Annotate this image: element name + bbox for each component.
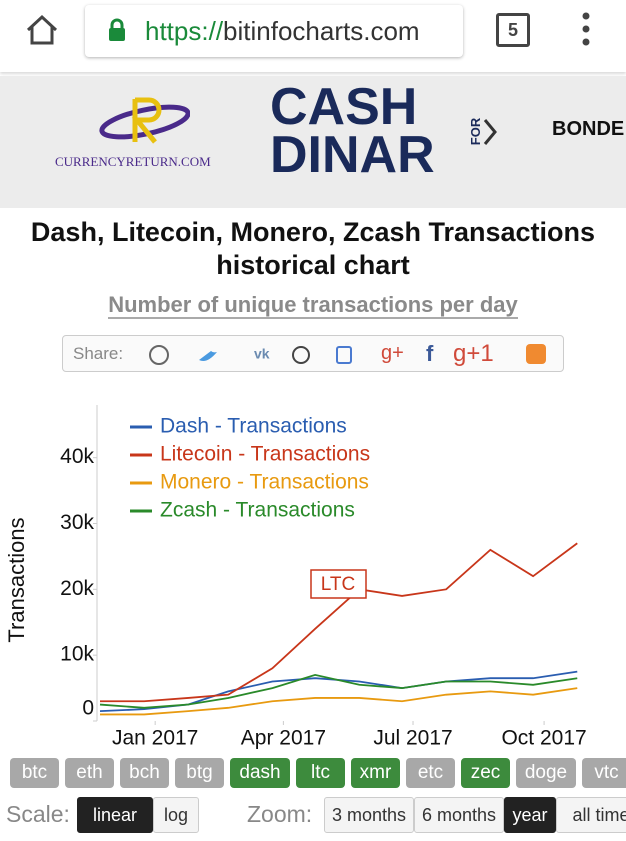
opt-button[interactable]: 3 months <box>324 797 414 833</box>
lock-icon <box>109 18 125 41</box>
y-tick-label: 20k <box>60 577 94 600</box>
share-label: Share: <box>73 344 124 363</box>
tab-count[interactable]: 5 <box>496 13 530 47</box>
url-host: bitinfocharts.com <box>223 16 420 46</box>
share-glyph[interactable]: f <box>426 341 434 366</box>
home-icon[interactable] <box>22 10 62 50</box>
svg-text:vk: vk <box>254 346 270 362</box>
y-tick-label: 10k <box>60 643 94 666</box>
share-glyph[interactable]: g+ <box>381 342 404 364</box>
browser-bar: https://bitinfocharts.com 5 <box>0 0 626 72</box>
subtitle-text: Number of unique transactions per day <box>108 292 518 319</box>
opt-button[interactable]: year <box>504 797 556 833</box>
ad-banner[interactable]: CURRENCYRETURN.COM CASH DINAR FOR BONDE <box>0 76 626 208</box>
ad-logo <box>99 97 190 144</box>
legend-label: Dash - Transactions <box>160 415 347 438</box>
ad-headline: DINAR <box>270 126 435 184</box>
y-tick-label: 30k <box>60 511 94 534</box>
series-line <box>99 673 578 709</box>
x-tick-label: Oct 2017 <box>501 727 586 750</box>
url-box[interactable]: https://bitinfocharts.com <box>85 5 463 57</box>
coin-button[interactable]: zec <box>461 758 510 788</box>
opt-button[interactable]: 6 months <box>414 797 504 833</box>
scale-label: Scale: <box>6 801 70 827</box>
zoom-label: Zoom: <box>247 801 313 827</box>
coin-button[interactable]: doge <box>516 758 576 788</box>
legend-label: Zcash - Transactions <box>160 499 355 522</box>
x-tick-label: Jan 2017 <box>112 727 198 750</box>
y-tick-label: 40k <box>60 445 94 468</box>
page-title: Dash, Litecoin, Monero, Zcash Transactio… <box>30 217 596 280</box>
series-line <box>100 687 578 716</box>
coin-button[interactable]: btg <box>175 758 224 788</box>
y-tick-label: 0 <box>82 697 94 720</box>
opt-button[interactable]: linear <box>77 797 153 833</box>
menu-icon[interactable] <box>576 10 596 50</box>
coin-button[interactable]: ltc <box>296 758 345 788</box>
x-tick-label: Apr 2017 <box>241 727 326 750</box>
legend-label: Monero - Transactions <box>160 471 369 494</box>
coin-button[interactable]: vtc <box>582 758 626 788</box>
annotation-box <box>310 569 367 599</box>
ad-arrow <box>483 119 497 145</box>
ad-next: BONDE <box>552 118 625 140</box>
url-scheme: https:// <box>145 16 224 46</box>
opt-button[interactable]: log <box>153 797 199 833</box>
annotation: LTC <box>321 574 355 595</box>
share-glyph[interactable]: g+1 <box>453 340 494 367</box>
page-subtitle: Number of unique transactions per day <box>0 292 626 319</box>
coin-button[interactable]: dash <box>230 758 290 788</box>
opt-button[interactable]: all time <box>556 797 626 833</box>
share-icons[interactable]: vk <box>139 340 439 368</box>
y-axis-label: Transactions <box>4 517 29 642</box>
series-line <box>100 542 578 703</box>
coin-button[interactable]: xmr <box>351 758 400 788</box>
coin-button[interactable]: bch <box>120 758 169 788</box>
chart: Transactions 0 10k 20k 30k 40k Jan 2017 Apr 20… <box>4 405 587 750</box>
legend-label: Litecoin - Transactions <box>160 443 370 466</box>
coin-button[interactable]: etc <box>406 758 455 788</box>
x-tick-label: Jul 2017 <box>373 727 452 750</box>
share-bar: Share: vk g+ f g+1 <box>62 335 564 372</box>
ad-brand: CURRENCYRETURN.COM <box>55 154 211 169</box>
coin-button[interactable]: eth <box>65 758 114 788</box>
blogger-icon[interactable] <box>525 343 547 365</box>
ad-headline: CASH <box>270 78 418 136</box>
coin-button[interactable]: btc <box>10 758 59 788</box>
